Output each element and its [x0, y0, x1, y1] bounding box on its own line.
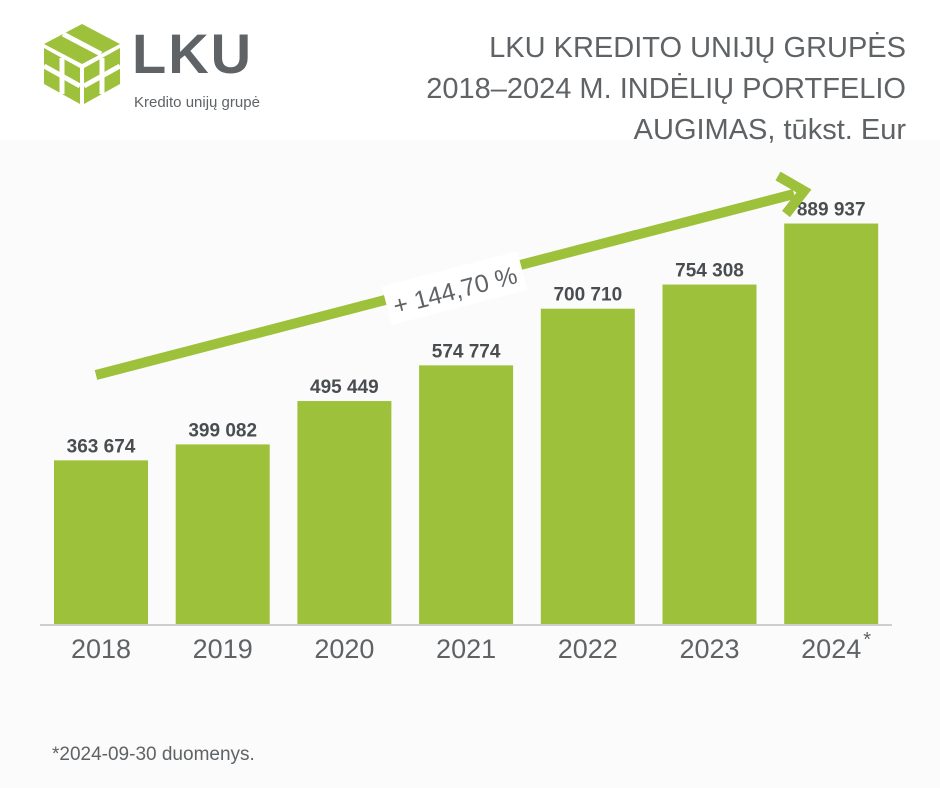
x-tick-label-2018: 2018 — [71, 634, 131, 664]
bar-2022 — [540, 308, 635, 624]
bar-2018 — [54, 460, 148, 624]
x-tick-footnote-mark-2024: * — [863, 629, 871, 651]
x-tick-label-2024: 2024 — [801, 634, 861, 664]
logo-subtitle: Kredito unijų grupė — [134, 94, 260, 111]
data-label-2021: 574 774 — [432, 341, 501, 362]
lku-logo: LKU Kredito unijų grupė — [36, 18, 266, 118]
logo-wordmark: LKU — [132, 22, 254, 85]
bar-2024 — [784, 223, 879, 624]
x-tick-label-2023: 2023 — [679, 634, 739, 664]
growth-annotation: + 144,70 % — [381, 251, 528, 326]
x-tick-label-2020: 2020 — [314, 634, 374, 664]
chart-title-line-3: AUGIMAS, tūkst. Eur — [633, 114, 906, 146]
data-label-2024: 889 937 — [797, 200, 866, 221]
data-label-2020: 495 449 — [310, 377, 379, 398]
cube-logo-icon — [42, 24, 122, 104]
chart-title: LKU KREDITO UNIJŲ GRUPĖS 2018–2024 M. IN… — [346, 28, 906, 151]
bar-2023 — [662, 284, 757, 624]
x-tick-label-2022: 2022 — [558, 634, 618, 664]
chart-title-line-1: LKU KREDITO UNIJŲ GRUPĖS — [489, 32, 906, 64]
x-tick-label-2021: 2021 — [436, 634, 496, 664]
chart-title-line-2: 2018–2024 M. INDĖLIŲ PORTFELIO — [426, 73, 906, 105]
x-tick-label-2019: 2019 — [193, 634, 253, 664]
data-label-2018: 363 674 — [67, 436, 136, 457]
data-label-2019: 399 082 — [188, 420, 257, 441]
bar-2021 — [419, 365, 514, 624]
growth-arrow-head-icon — [775, 171, 812, 218]
data-label-2022: 700 710 — [553, 285, 622, 306]
growth-annotation-backdrop — [381, 251, 528, 326]
data-label-2023: 754 308 — [675, 261, 744, 282]
footnote: *2024-09-30 duomenys. — [52, 744, 255, 765]
bar-2020 — [297, 401, 392, 624]
bar-2019 — [175, 444, 270, 624]
